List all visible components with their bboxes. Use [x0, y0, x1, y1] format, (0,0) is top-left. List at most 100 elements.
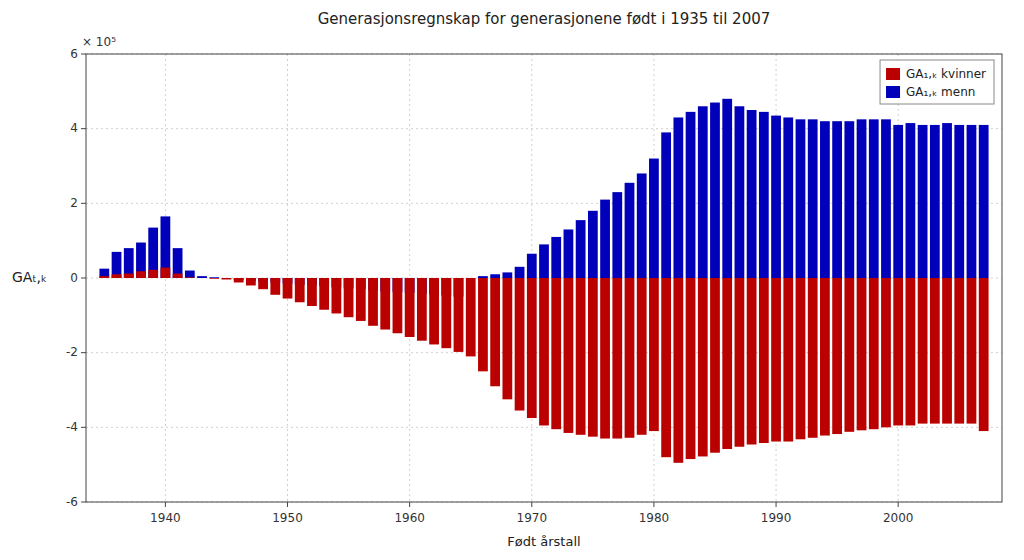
bar — [502, 278, 512, 399]
bar — [930, 125, 940, 278]
bar — [197, 276, 207, 278]
legend-swatch — [886, 68, 900, 80]
bar — [893, 278, 903, 425]
x-axis-label: Født årstall — [507, 534, 580, 549]
bar — [368, 278, 378, 326]
bar — [637, 278, 647, 435]
y-tick-label: 4 — [70, 121, 78, 135]
bars — [99, 99, 988, 463]
legend-label: GA₁,ₖ kvinner — [906, 67, 986, 81]
bar — [967, 278, 977, 424]
bar — [490, 278, 500, 386]
bar — [844, 121, 854, 278]
x-tick — [531, 502, 532, 507]
bar — [710, 103, 720, 278]
bar — [466, 278, 476, 356]
plot-background — [86, 54, 1002, 502]
bar — [124, 274, 134, 278]
y-tick-label: -6 — [66, 495, 78, 509]
bar — [258, 278, 268, 289]
bar — [539, 278, 549, 425]
bar — [869, 278, 879, 429]
legend: GA₁,ₖ kvinner GA₁,ₖ menn — [880, 60, 994, 104]
bar — [747, 278, 757, 445]
bar — [161, 216, 171, 278]
title: Generasjonsregnskap for generasjonene fø… — [318, 10, 771, 28]
y-tick — [81, 352, 86, 353]
bar — [857, 119, 867, 278]
bar — [551, 237, 561, 278]
bar — [527, 254, 537, 278]
bar — [673, 278, 683, 463]
chart: -6-4-202461940195019601970198019902000Ge… — [0, 0, 1024, 560]
bar — [979, 125, 989, 278]
bar — [906, 278, 916, 425]
bar — [112, 274, 122, 278]
bar — [161, 268, 171, 278]
bar — [576, 278, 586, 435]
bar — [185, 271, 195, 278]
bar — [588, 211, 598, 278]
bar — [429, 278, 439, 344]
bar — [234, 278, 244, 282]
bar — [527, 278, 537, 418]
bar — [820, 278, 830, 436]
x-tick — [409, 502, 410, 507]
bar — [417, 278, 427, 341]
bar — [918, 278, 928, 424]
bar — [783, 117, 793, 278]
bar — [759, 278, 769, 443]
bar — [808, 278, 818, 438]
bar — [710, 278, 720, 453]
y-tick — [81, 203, 86, 204]
bar — [881, 119, 891, 278]
bar — [551, 278, 561, 429]
bar — [270, 278, 280, 295]
bar — [246, 278, 256, 285]
legend-label: GA₁,ₖ menn — [906, 85, 975, 99]
bar — [454, 278, 464, 352]
bar — [857, 278, 867, 430]
y-tick-label: -2 — [66, 345, 78, 359]
bar — [844, 278, 854, 432]
y-tick-label: 2 — [70, 196, 78, 210]
bar — [771, 116, 781, 278]
x-tick-label: 1970 — [517, 511, 548, 525]
bar — [222, 278, 232, 279]
bar — [99, 269, 109, 278]
bar — [881, 278, 891, 427]
bar — [722, 99, 732, 278]
bar — [759, 112, 769, 278]
bar — [796, 278, 806, 439]
bar — [906, 123, 916, 278]
bar — [735, 278, 745, 447]
bar — [197, 278, 207, 279]
bar — [441, 278, 451, 348]
legend-swatch — [886, 86, 900, 98]
bar — [954, 125, 964, 278]
bar — [698, 278, 708, 456]
bar — [783, 278, 793, 442]
bar — [942, 123, 952, 278]
bar — [112, 252, 122, 278]
bar — [319, 278, 329, 310]
bar — [344, 278, 354, 317]
bar — [942, 278, 952, 424]
plot-frame — [86, 54, 1002, 502]
x-tick-label: 1980 — [639, 511, 670, 525]
y-tick — [81, 502, 86, 503]
bar-series — [99, 99, 988, 297]
bar — [967, 125, 977, 278]
bar — [612, 192, 622, 278]
bar — [735, 106, 745, 278]
bar — [564, 278, 574, 433]
x-tick — [653, 502, 654, 507]
bar — [99, 276, 109, 278]
bar — [637, 173, 647, 278]
bar — [283, 278, 293, 299]
x-tick-label: 1960 — [394, 511, 425, 525]
legend-box — [880, 60, 994, 104]
bar — [625, 183, 635, 278]
bar — [576, 220, 586, 278]
y-tick — [81, 54, 86, 55]
